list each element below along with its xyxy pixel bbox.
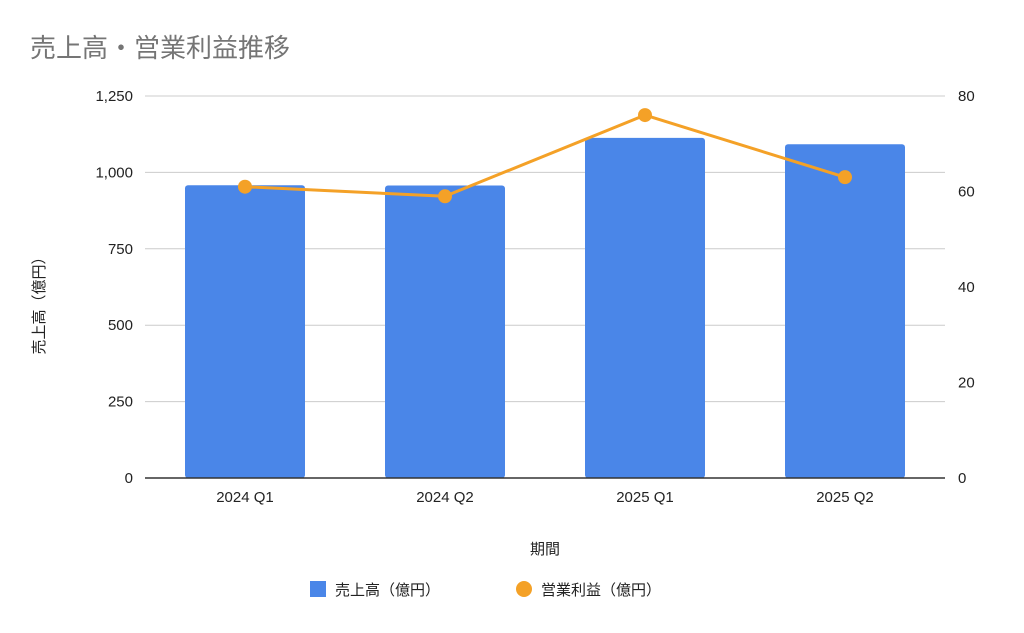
line-path xyxy=(244,113,846,198)
y-axis-right-ticks: 0 20 40 60 80 xyxy=(958,88,975,487)
legend-label-sales: 売上高（億円） xyxy=(335,581,440,599)
bar xyxy=(585,137,705,479)
y-tick-label: 750 xyxy=(108,241,133,258)
y2-tick-label: 40 xyxy=(958,279,975,296)
legend-swatch-bar xyxy=(310,581,326,597)
line-point xyxy=(838,170,852,185)
chart-title: 売上高・営業利益推移 xyxy=(30,34,291,64)
y2-tick-label: 60 xyxy=(958,184,975,201)
bar-series xyxy=(185,137,905,479)
y2-tick-label: 20 xyxy=(958,375,975,392)
y-tick-label: 250 xyxy=(108,394,133,411)
x-tick-label: 2024 Q2 xyxy=(416,489,474,506)
y-axis-title: 売上高（億円） xyxy=(30,249,48,354)
bar xyxy=(785,144,905,479)
x-tick-label: 2025 Q2 xyxy=(816,489,874,506)
legend-swatch-line xyxy=(516,581,532,597)
y-tick-label: 1,000 xyxy=(95,164,133,181)
line-series xyxy=(238,108,852,204)
y2-tick-label: 0 xyxy=(958,470,966,487)
bar xyxy=(185,185,305,478)
legend-label-profit: 営業利益（億円） xyxy=(541,581,661,599)
x-axis-ticks: 2024 Q1 2024 Q2 2025 Q1 2025 Q2 xyxy=(216,489,874,506)
x-axis-title: 期間 xyxy=(530,540,560,558)
y-tick-label: 1,250 xyxy=(95,88,133,105)
bar xyxy=(385,185,505,478)
legend: 売上高（億円） 営業利益（億円） xyxy=(310,581,661,599)
line-point xyxy=(238,179,252,194)
y-tick-label: 500 xyxy=(108,317,133,334)
y-tick-label: 0 xyxy=(125,470,133,487)
y-axis-left-ticks: 0 250 500 750 1,000 1,250 xyxy=(95,88,133,487)
line-point xyxy=(438,189,452,204)
x-tick-label: 2025 Q1 xyxy=(616,489,674,506)
x-tick-label: 2024 Q1 xyxy=(216,489,274,506)
line-point xyxy=(638,108,652,123)
y2-tick-label: 80 xyxy=(958,88,975,105)
